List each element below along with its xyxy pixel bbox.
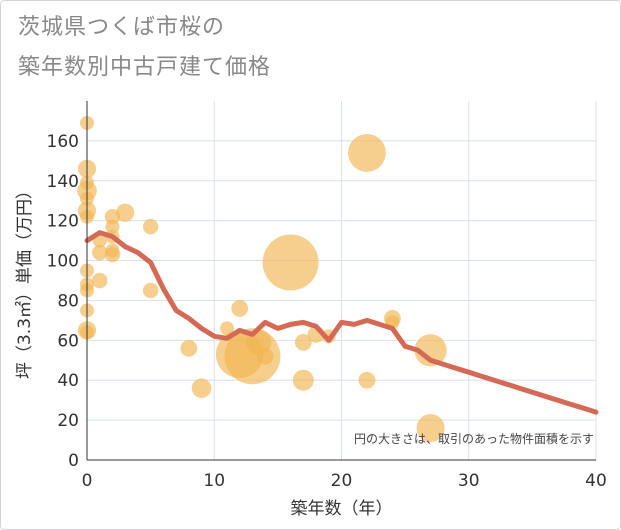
bubble-series (77, 115, 447, 443)
bubble-point (92, 272, 108, 289)
bubble-point (142, 282, 159, 299)
x-tick-label: 0 (82, 471, 93, 491)
x-tick-label: 40 (585, 471, 607, 491)
trend-series (84, 230, 599, 415)
bubble-point (294, 333, 312, 351)
y-tick-label: 80 (57, 291, 79, 311)
bubble-point (231, 300, 249, 317)
bubble-point (180, 339, 198, 357)
bubble-point (191, 378, 212, 399)
bubble-point (358, 371, 376, 389)
bubble-point (92, 244, 108, 261)
y-tick-label: 40 (57, 371, 79, 391)
size-note: 円の大きさは、取引のあった物件面積を示す (354, 431, 594, 446)
grid (87, 101, 597, 460)
bubble-point (416, 414, 445, 443)
trend-line (84, 230, 599, 415)
bubble-point (104, 246, 121, 263)
bubble-point (142, 218, 159, 235)
y-tick-label: 120 (47, 212, 79, 232)
y-tick-label: 160 (47, 132, 79, 152)
bubble-point (256, 347, 274, 365)
bubble-point (292, 369, 314, 391)
x-tick-label: 10 (203, 471, 225, 491)
y-tick-label: 100 (47, 252, 79, 272)
x-tick-label: 20 (331, 471, 353, 491)
bubble-point (262, 234, 319, 291)
y-tick-label: 60 (57, 331, 79, 351)
bubble-point (219, 321, 234, 336)
bubble-point (116, 203, 135, 222)
bubble-point (414, 334, 447, 367)
y-tick-label: 20 (57, 411, 79, 431)
bubble-point (105, 219, 120, 234)
axes: 0 20 40 60 80 100 120 140 160 0 10 20 30 40 (47, 101, 607, 491)
chart-title-line2: 築年数別中古戸建て価格 (18, 55, 272, 80)
y-axis-label: 坪（3.3㎡）単価（万円） (15, 182, 35, 379)
chart-title-line1: 茨城県つくば市桜の (18, 15, 226, 40)
y-tick-label: 0 (68, 451, 79, 471)
x-axis-label: 築年数（年） (291, 499, 393, 519)
x-tick-label: 30 (458, 471, 480, 491)
y-tick-label: 140 (47, 172, 79, 192)
bubble-point (348, 133, 386, 172)
